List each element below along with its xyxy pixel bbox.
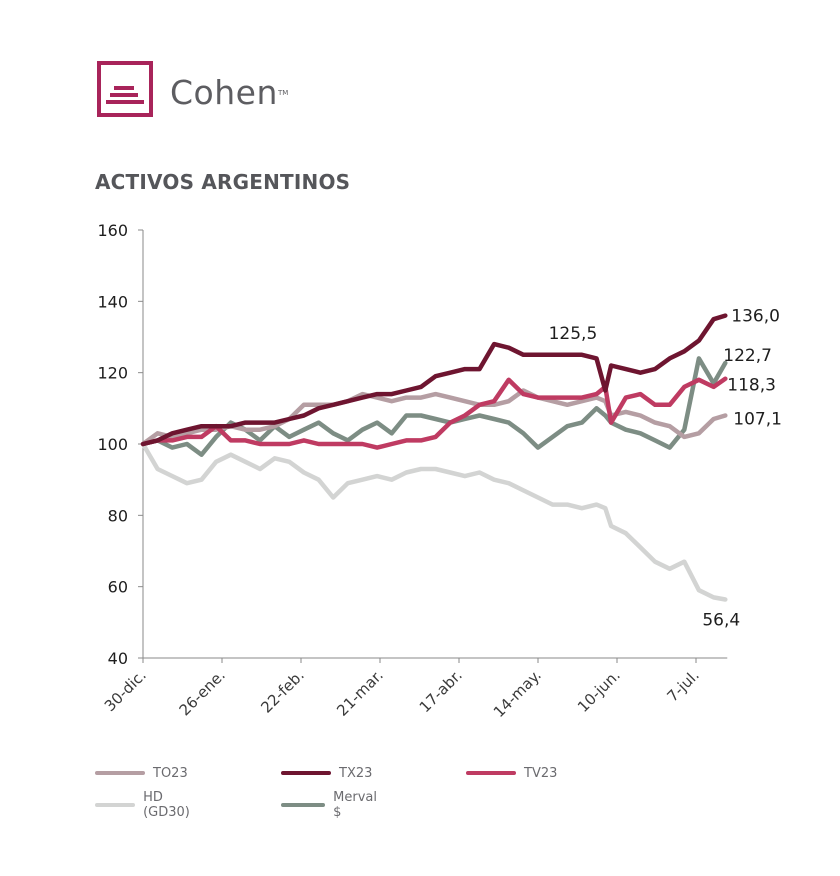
legend-item: HD (GD30) — [95, 790, 200, 820]
trademark: TM — [278, 89, 289, 97]
legend-swatch — [95, 771, 145, 775]
y-tick-label: 100 — [97, 435, 128, 454]
x-tick-label: 30-dic. — [101, 666, 150, 715]
series-line-hd-gd30 — [140, 441, 728, 602]
legend-swatch — [95, 803, 136, 807]
data-label: 118,3 — [727, 376, 776, 396]
legend-swatch — [281, 803, 326, 807]
legend-label: HD (GD30) — [143, 790, 190, 820]
x-tick-label: 17-abr. — [416, 666, 466, 716]
brand-name: Cohen — [170, 73, 278, 112]
legend-swatch — [281, 771, 331, 775]
legend-label: TX23 — [339, 765, 373, 781]
y-tick-label: 40 — [108, 649, 128, 668]
chart-title: ACTIVOS ARGENTINOS — [95, 170, 351, 194]
data-label: 56,4 — [702, 611, 740, 631]
y-tick-label: 80 — [108, 506, 128, 525]
series-line-tx23 — [140, 313, 728, 447]
y-tick-label: 120 — [97, 364, 128, 383]
x-tick-label: 10-jun. — [574, 666, 624, 716]
legend-label: TV23 — [524, 765, 558, 781]
x-tick-label: 7-jul. — [664, 666, 703, 705]
series-line-to23 — [140, 388, 728, 447]
legend-item: TX23 — [281, 765, 372, 781]
legend-label: TO23 — [153, 765, 188, 781]
x-tick-label: 21-mar. — [333, 666, 387, 720]
series-line-tv23 — [140, 376, 728, 450]
y-tick-label: 160 — [97, 221, 128, 240]
x-tick-label: 26-ene. — [176, 666, 229, 719]
legend-item: TO23 — [95, 765, 188, 781]
x-tick-label: 22-feb. — [257, 666, 307, 716]
x-tick-label: 14-may. — [490, 666, 545, 721]
data-label: 125,5 — [549, 324, 598, 344]
legend-item: TV23 — [466, 765, 557, 781]
legend-item: Merval $ — [281, 790, 383, 820]
cohen-logo-icon — [97, 61, 153, 117]
legend-label: Merval $ — [333, 790, 378, 820]
y-tick-label: 140 — [97, 292, 128, 311]
data-label: 107,1 — [733, 410, 782, 430]
legend-swatch — [466, 771, 516, 775]
data-label: 122,7 — [723, 346, 772, 366]
y-tick-label: 60 — [108, 578, 128, 597]
data-label: 136,0 — [731, 307, 780, 327]
